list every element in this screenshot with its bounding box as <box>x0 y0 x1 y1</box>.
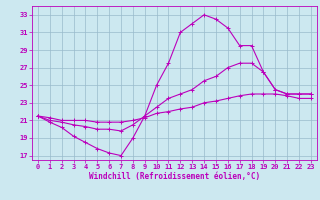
X-axis label: Windchill (Refroidissement éolien,°C): Windchill (Refroidissement éolien,°C) <box>89 172 260 181</box>
